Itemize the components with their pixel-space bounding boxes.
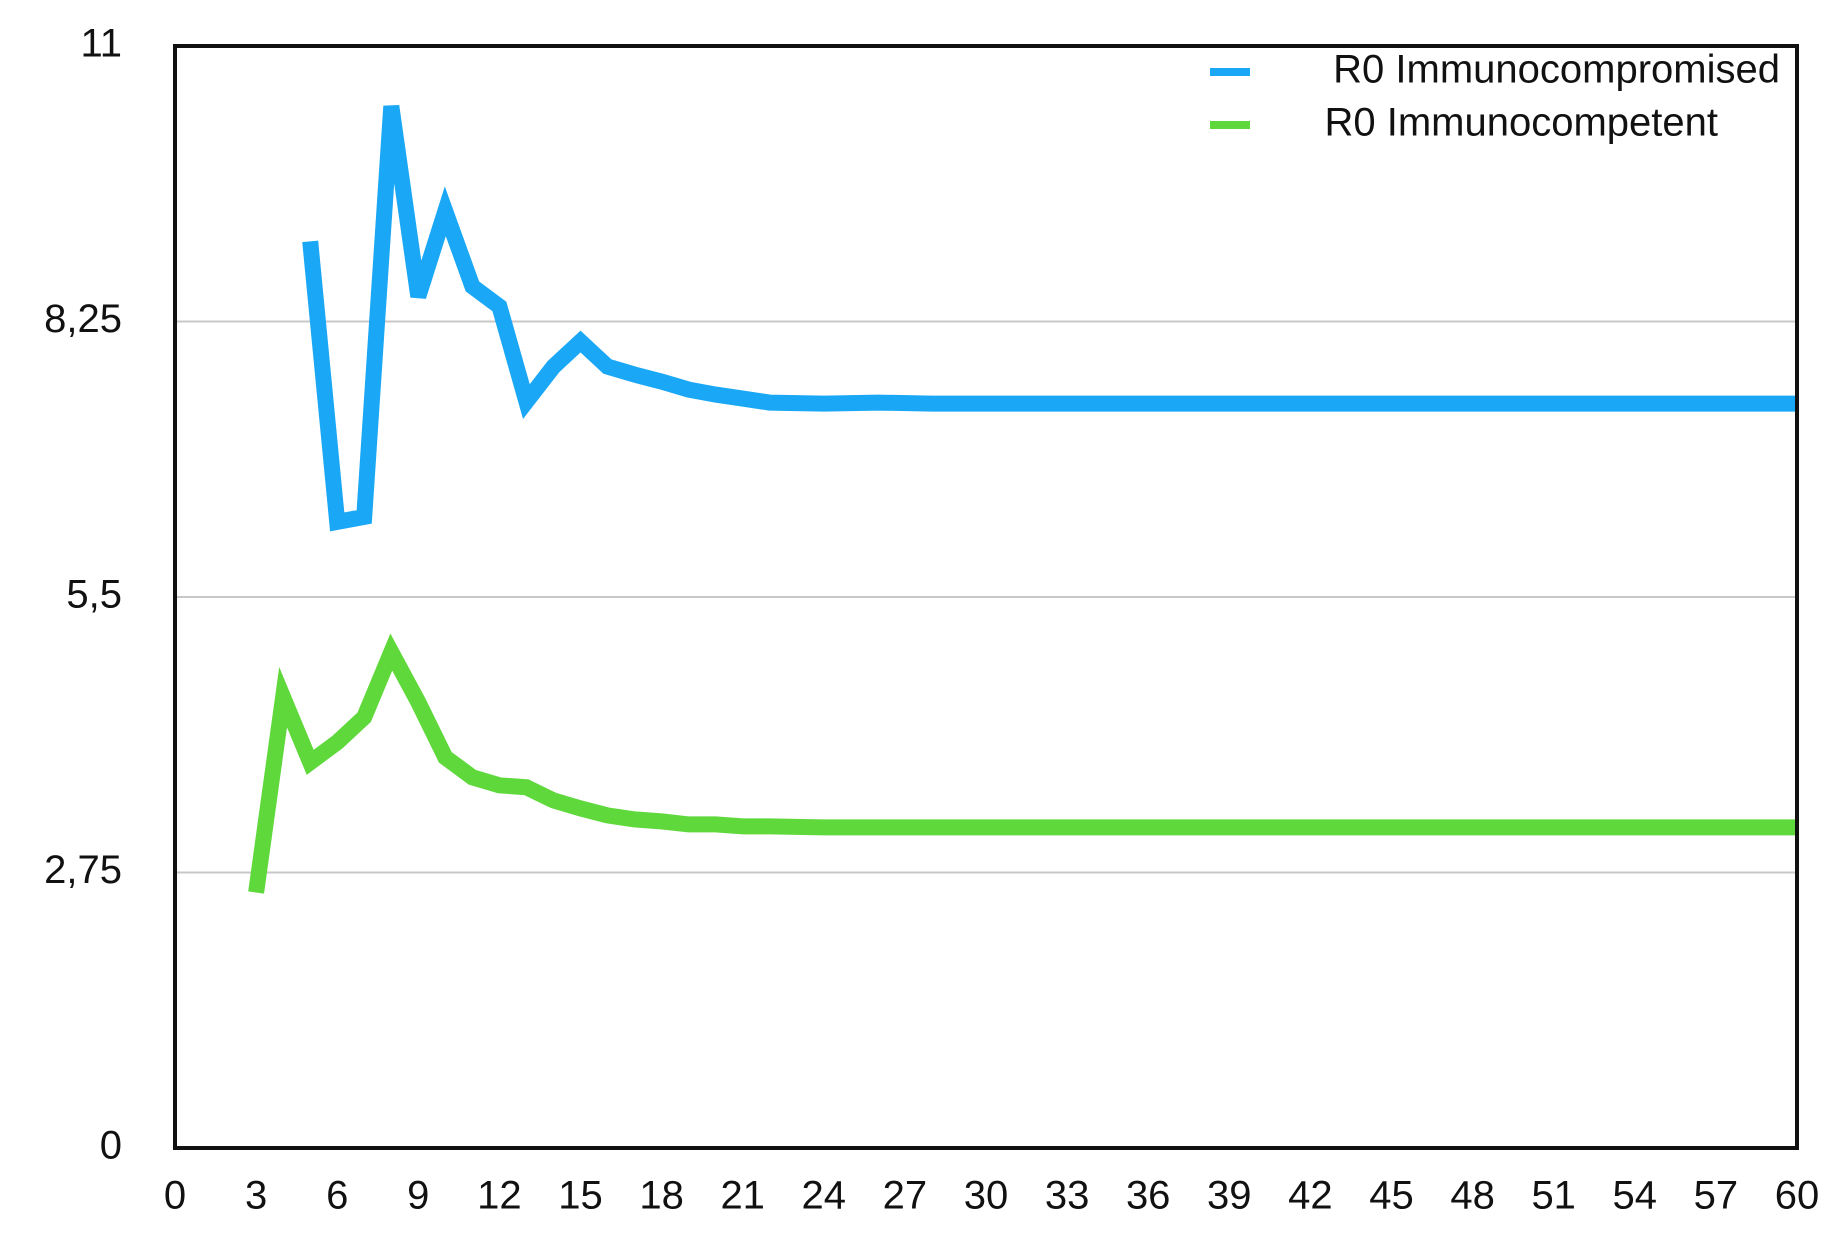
x-tick-label: 57 (1694, 1174, 1739, 1218)
x-tick-label: 12 (477, 1174, 522, 1218)
x-axis: 0 3 6 9 12 15 18 21 24 27 30 33 36 39 42 45 48 51 54 57 60 (164, 1174, 1819, 1218)
x-tick-label: 36 (1126, 1174, 1171, 1218)
y-tick-label: 5,5 (66, 573, 122, 617)
x-tick-label: 54 (1613, 1174, 1658, 1218)
x-tick-label: 18 (639, 1174, 684, 1218)
x-tick-label: 27 (883, 1174, 928, 1218)
x-tick-label: 48 (1450, 1174, 1495, 1218)
legend: R0 Immunocompromised R0 Immunocompetent (1210, 48, 1780, 145)
x-tick-label: 24 (802, 1174, 847, 1218)
y-tick-label: 2,75 (44, 848, 122, 892)
x-tick-label: 45 (1369, 1174, 1414, 1218)
plot-frame (173, 44, 1799, 1150)
x-tick-label: 60 (1775, 1174, 1820, 1218)
x-tick-label: 42 (1288, 1174, 1333, 1218)
x-tick-label: 3 (245, 1174, 267, 1218)
gridlines (175, 320, 1797, 874)
legend-label: R0 Immunocompromised (1333, 48, 1780, 92)
y-tick-label: 0 (100, 1124, 122, 1168)
series-lines (248, 104, 1797, 894)
x-tick-label: 9 (407, 1174, 429, 1218)
series-line-1 (248, 633, 1797, 894)
x-tick-label: 51 (1531, 1174, 1576, 1218)
series-line-0 (302, 104, 1797, 532)
x-tick-label: 6 (326, 1174, 348, 1218)
y-tick-label: 8,25 (44, 297, 122, 341)
y-tick-label: 11 (80, 22, 122, 66)
x-tick-label: 33 (1045, 1174, 1090, 1218)
x-tick-label: 39 (1207, 1174, 1252, 1218)
x-tick-label: 21 (720, 1174, 765, 1218)
y-axis: 0 2,75 5,5 8,25 11 (44, 22, 122, 1168)
x-tick-label: 0 (164, 1174, 186, 1218)
legend-label: R0 Immunocompetent (1324, 101, 1718, 145)
x-tick-label: 30 (964, 1174, 1009, 1218)
x-tick-label: 15 (558, 1174, 603, 1218)
